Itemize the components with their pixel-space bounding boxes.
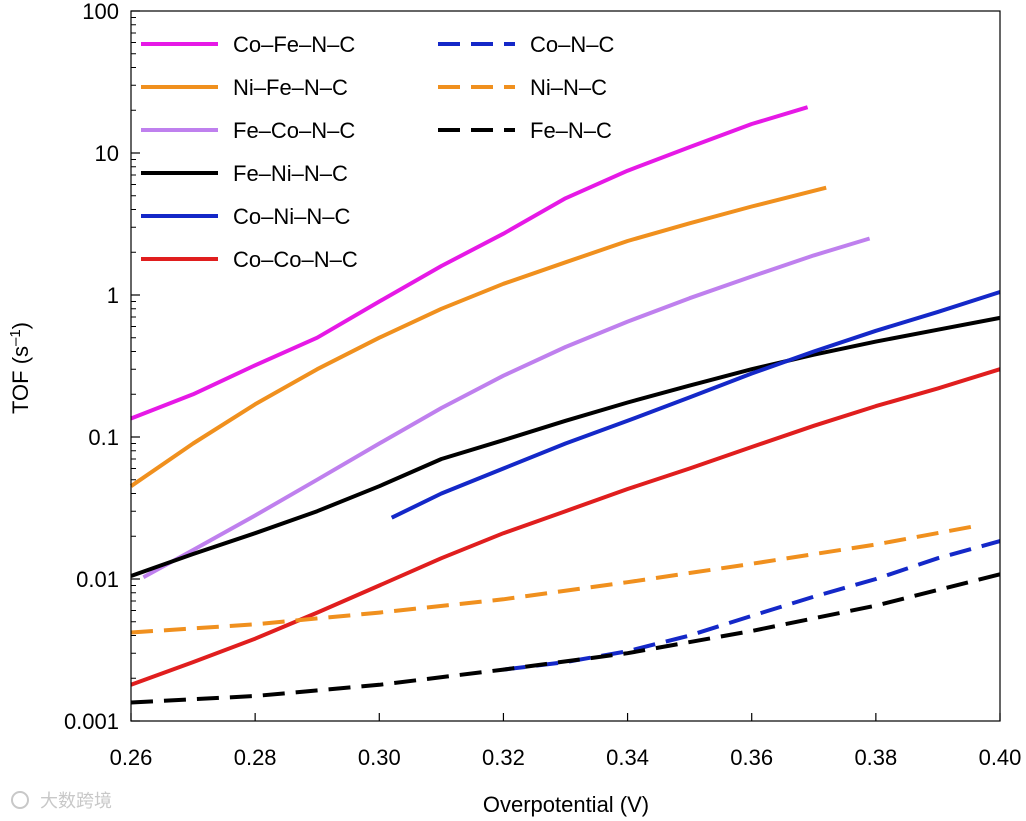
y-tick-label: 0.001 <box>64 709 119 734</box>
y-axis-title-main: TOF (s <box>8 346 33 414</box>
x-tick-label: 0.34 <box>606 745 649 770</box>
x-tick-label: 0.40 <box>979 745 1022 770</box>
x-tick-label: 0.28 <box>234 745 277 770</box>
watermark: 大数跨境 <box>11 791 112 812</box>
legend-label: Fe–Ni–N–C <box>233 161 348 186</box>
legend-label: Ni–Fe–N–C <box>233 75 348 100</box>
series-line-Co–Fe–N–C <box>130 105 809 421</box>
series-line-Co–Co–N–C <box>130 367 1001 687</box>
y-axis-title: TOF (s–1) <box>7 322 33 414</box>
y-axis-title-close: ) <box>8 322 33 329</box>
legend: Co–Fe–N–C Ni–Fe–N–C Fe–Co–N–C Fe–Ni–N–C Co–N… <box>141 32 614 272</box>
legend-label: Fe–N–C <box>530 118 612 143</box>
legend-label: Co–Fe–N–C <box>233 32 355 57</box>
series-line-Ni–N–C <box>130 523 982 635</box>
x-axis-title: Overpotential (V) <box>483 792 649 817</box>
x-tick-label: 0.38 <box>854 745 897 770</box>
watermark-icon <box>11 791 29 809</box>
legend-label: Fe–Co–N–C <box>233 118 355 143</box>
x-tick-label: 0.30 <box>358 745 401 770</box>
legend-label: Co–Ni–N–C <box>233 204 350 229</box>
series-line-Fe–N–C <box>130 572 1001 705</box>
x-tick-label: 0.36 <box>730 745 773 770</box>
series-line-Fe–Ni–N–C <box>130 315 1001 578</box>
x-tick-label: 0.26 <box>110 745 153 770</box>
series-line-Ni–Fe–N–C <box>129 185 827 488</box>
legend-label: Co–Co–N–C <box>233 247 358 272</box>
x-tick-label: 0.32 <box>482 745 525 770</box>
legend-label: Co–N–C <box>530 32 614 57</box>
legend-label: Ni–N–C <box>530 75 607 100</box>
plot-lines <box>129 105 1001 705</box>
y-axis-title-sup: –1 <box>7 329 24 346</box>
y-tick-label: 100 <box>82 0 119 24</box>
series-line-Co–N–C <box>503 539 1001 672</box>
watermark-text: 大数跨境 <box>40 791 112 812</box>
series-line-Co–Ni–N–C <box>390 290 1001 520</box>
x-axis: 0.26 0.28 0.30 0.32 0.34 0.36 0.38 0.40 <box>110 713 1022 770</box>
y-tick-label: 10 <box>95 141 119 166</box>
series-line-Fe–Co–N–C <box>142 236 871 579</box>
y-axis: 0.001 0.01 0.1 1 10 100 <box>64 0 140 734</box>
y-tick-label: 0.1 <box>88 425 119 450</box>
y-tick-label: 0.01 <box>76 567 119 592</box>
y-tick-label: 1 <box>107 283 119 308</box>
plot-frame <box>130 10 1001 722</box>
